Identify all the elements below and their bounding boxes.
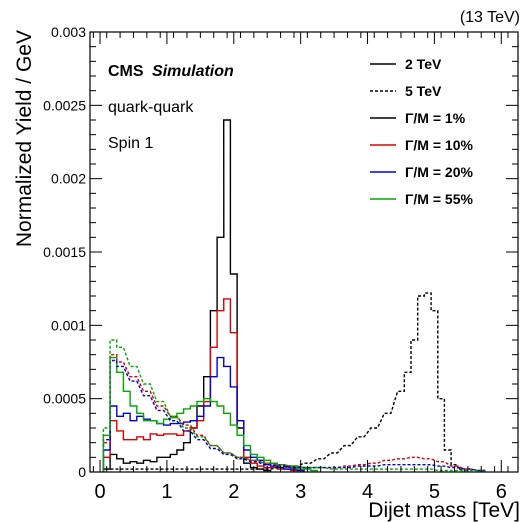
cms-label-main: CMS [108, 63, 144, 80]
x-tick-label: 6 [496, 481, 507, 503]
top-right-label: (13 TeV) [460, 9, 520, 26]
y-tick-label: 0.001 [51, 317, 86, 333]
series-5tev-width-1pct [102, 292, 466, 472]
x-tick-label: 1 [161, 481, 172, 503]
x-tick-label: 2 [228, 481, 239, 503]
y-tick-label: 0.0015 [43, 244, 86, 260]
y-tick-label: 0.003 [51, 24, 86, 40]
legend-label: Γ/M = 55% [405, 191, 473, 207]
x-tick-label: 4 [362, 481, 373, 503]
cms-label: CMS Simulation [108, 63, 234, 80]
series-5tev-width-20pct [102, 359, 486, 472]
legend-label: 2 TeV [405, 56, 442, 72]
y-tick-label: 0.0005 [43, 391, 86, 407]
cms-label-sub: Simulation [152, 63, 234, 80]
annotation-spin: Spin 1 [108, 135, 153, 152]
legend-label: 5 TeV [405, 83, 442, 99]
y-tick-label: 0.002 [51, 171, 86, 187]
series-layer [102, 119, 486, 472]
series-5tev-width-10pct [102, 354, 486, 472]
legend: 2 TeV 5 TeV Γ/M = 1% Γ/M = 10% Γ/M = 20% Γ/M … [370, 56, 473, 207]
legend-label: Γ/M = 10% [405, 137, 473, 153]
x-axis-label: Dijet mass [TeV] [368, 499, 520, 522]
x-tick-label: 3 [295, 481, 306, 503]
series-5tev-width-55pct [102, 339, 486, 472]
axes-layer: 0 1 2 3 4 5 6 0 0.0005 0.001 0.0015 0.002 0.0025 0.00… [43, 24, 519, 503]
annotation-process: quark-quark [108, 99, 194, 116]
legend-label: Γ/M = 1% [405, 110, 466, 126]
x-tick-label: 0 [94, 481, 105, 503]
y-axis-label: Normalized Yield / GeV [13, 30, 36, 247]
svg-text:CMS Simulation: CMS Simulation [108, 63, 234, 80]
y-tick-label: 0.0025 [43, 97, 86, 113]
y-tick-label: 0 [78, 464, 86, 480]
x-tick-label: 5 [429, 481, 440, 503]
series-2tev-width-10pct [102, 298, 305, 472]
legend-label: Γ/M = 20% [405, 164, 473, 180]
